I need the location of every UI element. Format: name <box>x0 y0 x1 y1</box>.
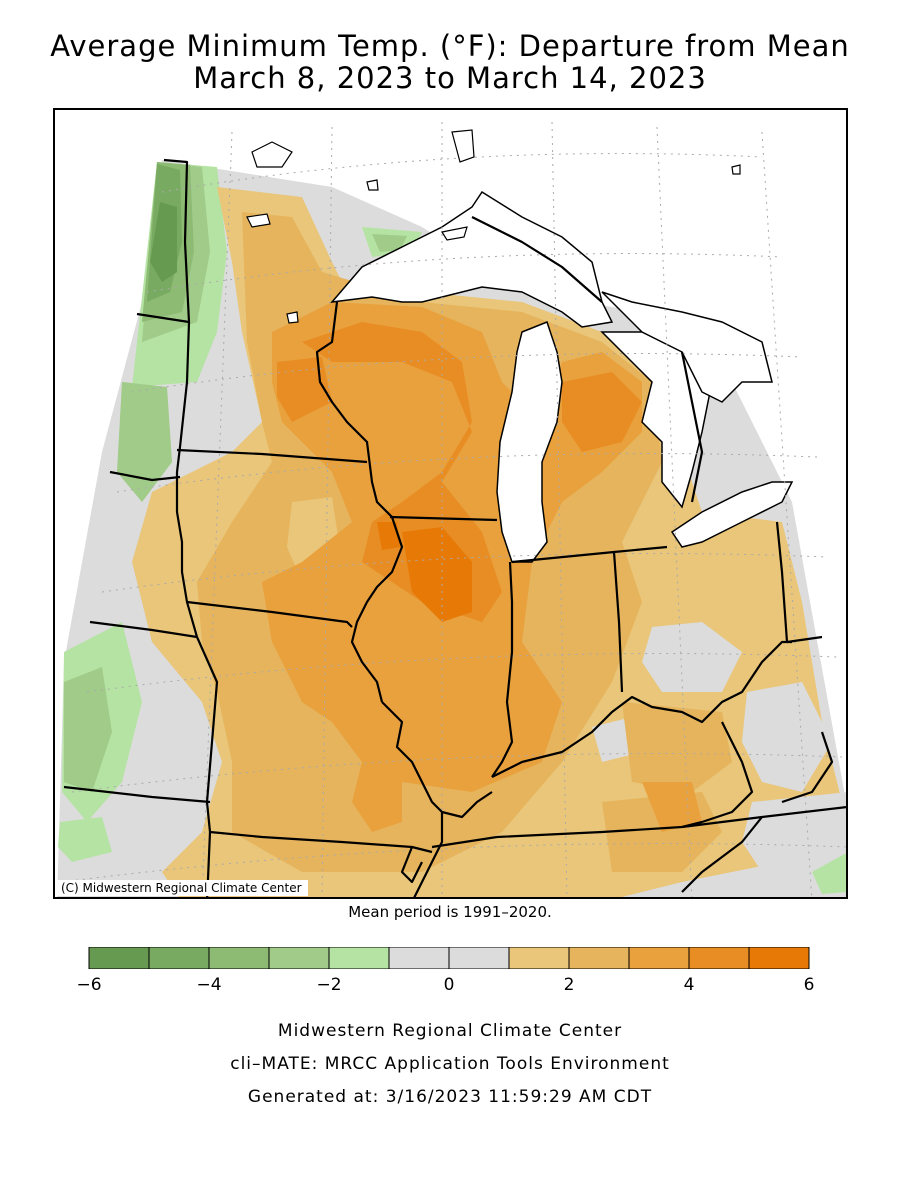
missouri-bootheel <box>400 846 423 884</box>
state-boundaries <box>63 158 846 897</box>
footer-application: cli–MATE: MRCC Application Tools Environ… <box>230 1054 670 1074</box>
lake-erie <box>670 481 794 548</box>
michigan-lower-east <box>680 351 704 503</box>
legend-swatch <box>268 947 330 969</box>
pennsylvania-west <box>786 635 823 644</box>
ohio-east <box>775 521 789 643</box>
color-legend <box>88 947 811 969</box>
coastline-detail <box>246 129 741 324</box>
legend-tick-label: 2 <box>563 975 575 995</box>
lake-michigan <box>496 321 563 563</box>
tennessee-east <box>681 816 763 893</box>
sd-nd-east <box>109 470 181 482</box>
iowa-west <box>175 472 199 638</box>
legend-swatch <box>568 947 630 969</box>
legend-swatch <box>628 947 690 969</box>
great-lakes <box>330 190 794 563</box>
illinois-indiana <box>491 561 514 778</box>
legend-tick-label: 0 <box>443 975 455 995</box>
illinois-south <box>381 701 493 819</box>
graticule <box>61 121 846 897</box>
map-title: Average Minimum Temp. (°F): Departure fr… <box>50 29 850 63</box>
legend-swatch <box>748 947 810 969</box>
michigan-up-border <box>471 216 603 303</box>
legend-swatch <box>508 947 570 969</box>
legend-swatch <box>388 947 450 969</box>
ohio-michigan <box>613 545 668 554</box>
legend-bar <box>88 947 810 969</box>
iowa-illinois <box>350 516 404 703</box>
iowa-south <box>186 600 353 628</box>
footer-organization: Midwestern Regional Climate Center <box>277 1021 623 1041</box>
ohio-river <box>491 640 792 778</box>
dakota-line <box>136 312 190 324</box>
legend-swatch <box>88 947 150 969</box>
map-canvas <box>57 121 846 897</box>
mean-period-note: Mean period is 1991–2020. <box>348 903 552 921</box>
legend-swatch <box>448 947 510 969</box>
footer-generated-time: Generated at: 3/16/2023 11:59:29 AM CDT <box>247 1087 653 1107</box>
wisconsin-illinois <box>389 515 498 522</box>
west-virginia <box>781 731 834 804</box>
indiana-ohio <box>511 550 624 693</box>
lake-superior <box>330 190 614 328</box>
missouri-west <box>195 636 219 833</box>
kansas-nebraska <box>63 785 211 804</box>
cool-departure-regions <box>58 162 846 894</box>
lake-superior-north-shore <box>601 291 773 403</box>
legend-tick-label: −2 <box>316 975 342 995</box>
mississippi-river-south <box>413 812 444 897</box>
tennessee-line <box>431 835 498 849</box>
copyright-credit: (C) Midwestern Regional Climate Center <box>57 880 308 896</box>
kentucky-virginia <box>681 721 754 829</box>
missouri-south <box>209 830 433 854</box>
legend-tick-label: 6 <box>803 975 815 995</box>
legend-swatch <box>208 947 270 969</box>
nebraska-sd <box>89 620 198 639</box>
legend-tick-label: −6 <box>76 975 102 995</box>
map-date-range: March 8, 2023 to March 14, 2023 <box>193 61 707 95</box>
minnesota-wisconsin <box>315 301 393 518</box>
warm-departure-5-6 <box>377 522 472 622</box>
legend-tick-label: −4 <box>196 975 222 995</box>
minnesota-south <box>176 448 368 464</box>
legend-swatch <box>688 947 750 969</box>
legend-swatch <box>148 947 210 969</box>
legend-tick-label: 4 <box>683 975 695 995</box>
departure-map: (C) Midwestern Regional Climate Center <box>53 108 848 899</box>
legend-swatch <box>328 947 390 969</box>
